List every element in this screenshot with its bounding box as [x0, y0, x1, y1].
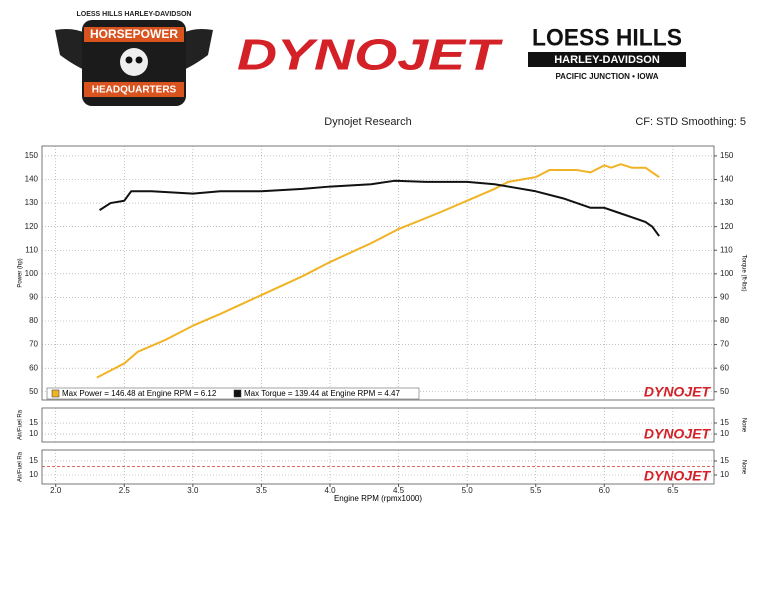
legend-box	[46, 387, 420, 400]
plot-frame	[41, 449, 715, 485]
plot-frame	[41, 145, 715, 401]
y2-tick-label: 10	[720, 429, 729, 438]
y2-tick-label: 70	[720, 340, 729, 349]
y2-tick-label: 110	[720, 245, 733, 254]
logo-text: PACIFIC JUNCTION • IOWA	[555, 72, 658, 81]
x-axis-label: Engine RPM (rpmx1000)	[334, 494, 422, 503]
logo-text: HORSEPOWER	[90, 27, 178, 41]
x-tick-label: 5.5	[530, 486, 542, 495]
y-tick-label: 80	[29, 316, 38, 325]
x-tick-label: 4.5	[393, 486, 405, 495]
x-tick-label: 4.0	[324, 486, 336, 495]
y2-tick-label: 100	[720, 269, 734, 278]
logo-right: LOESS HILLS HARLEY-DAVIDSON PACIFIC JUNC…	[528, 24, 686, 81]
y-tick-label: 70	[29, 340, 38, 349]
y-tick-label: 10	[29, 429, 38, 438]
x-tick-label: 6.5	[667, 486, 679, 495]
header-settings: CF: STD Smoothing: 5	[635, 116, 746, 128]
y2-tick-label: 10	[720, 470, 729, 479]
y-tick-label: 15	[29, 418, 38, 427]
x-tick-label: 3.5	[256, 486, 268, 495]
plot-frame	[41, 407, 715, 443]
y-tick-label: 130	[25, 198, 39, 207]
y-tick-label: 110	[25, 245, 38, 254]
logo-text: LOESS HILLS HARLEY-DAVIDSON	[77, 11, 192, 18]
y-tick-label: 15	[29, 456, 38, 465]
y2-tick-label: 80	[720, 316, 729, 325]
x-tick-label: 6.0	[599, 486, 611, 495]
y2-tick-label: 15	[720, 418, 729, 427]
y-axis-label: Power (hp)	[18, 258, 24, 287]
y-tick-label: 100	[25, 269, 39, 278]
y-tick-label: 120	[25, 222, 39, 231]
y-axis-label: Air/Fuel Ra	[18, 451, 24, 482]
watermark: DYNOJET	[644, 426, 712, 442]
y2-axis-label: None	[740, 418, 746, 433]
legend-label: Max Power = 146.48 at Engine RPM = 6.12	[62, 389, 217, 398]
logo-dynojet: DYNOJET	[237, 31, 503, 80]
y-tick-label: 10	[29, 470, 38, 479]
y-axis-label: Air/Fuel Ra	[18, 409, 24, 440]
logo-text: HEADQUARTERS	[92, 85, 177, 96]
x-tick-label: 2.0	[50, 486, 62, 495]
y2-tick-label: 15	[720, 456, 729, 465]
legend-swatch	[233, 389, 242, 398]
x-tick-label: 5.0	[462, 486, 474, 495]
series-line	[96, 163, 660, 379]
legend-swatch	[51, 389, 60, 398]
logo-text: HARLEY-DAVIDSON	[554, 54, 660, 66]
y2-tick-label: 50	[720, 387, 729, 396]
watermark: DYNOJET	[644, 468, 712, 484]
y2-tick-label: 90	[720, 293, 729, 302]
series-line	[99, 179, 660, 237]
y2-axis-label: None	[740, 460, 746, 475]
y2-tick-label: 140	[720, 175, 734, 184]
y2-tick-label: 130	[720, 198, 734, 207]
y2-tick-label: 150	[720, 151, 734, 160]
y-tick-label: 60	[29, 363, 38, 372]
y2-axis-label: Torque (ft-lbs)	[740, 254, 746, 291]
y-tick-label: 50	[29, 387, 38, 396]
logo-left: LOESS HILLS HARLEY-DAVIDSON HORSEPOWER H…	[55, 11, 213, 106]
x-tick-label: 3.0	[187, 486, 199, 495]
y-tick-label: 140	[25, 175, 39, 184]
y2-tick-label: 60	[720, 363, 729, 372]
x-tick-label: 2.5	[119, 486, 131, 495]
legend-label: Max Torque = 139.44 at Engine RPM = 4.47	[244, 389, 401, 398]
y-tick-label: 150	[25, 151, 39, 160]
y2-tick-label: 120	[720, 222, 734, 231]
y-tick-label: 90	[29, 293, 38, 302]
header-title: Dynojet Research	[324, 116, 411, 128]
logo-text: LOESS HILLS	[532, 24, 682, 51]
watermark: DYNOJET	[644, 384, 712, 400]
